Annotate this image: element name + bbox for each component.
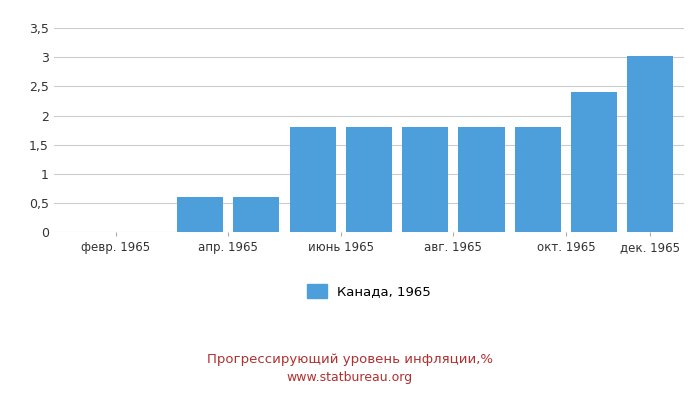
Bar bbox=[402, 127, 448, 232]
Bar bbox=[233, 197, 279, 232]
Bar bbox=[177, 197, 223, 232]
Text: Прогрессирующий уровень инфляции,%: Прогрессирующий уровень инфляции,% bbox=[207, 354, 493, 366]
Bar bbox=[571, 92, 617, 232]
Bar bbox=[627, 56, 673, 232]
Bar bbox=[514, 127, 561, 232]
Bar bbox=[346, 127, 392, 232]
Bar bbox=[458, 127, 505, 232]
Legend: Канада, 1965: Канада, 1965 bbox=[307, 284, 431, 298]
Bar bbox=[290, 127, 336, 232]
Text: www.statbureau.org: www.statbureau.org bbox=[287, 372, 413, 384]
